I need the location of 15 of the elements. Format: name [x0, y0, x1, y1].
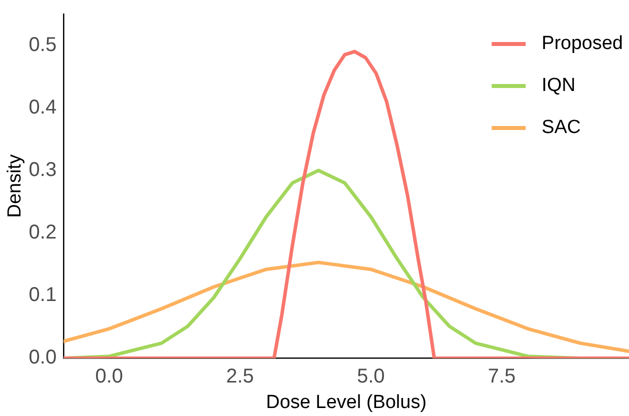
y-tick-label: 0.2 — [28, 222, 57, 244]
x-tick-label: 7.5 — [488, 366, 516, 388]
legend-label: IQN — [542, 75, 576, 96]
legend-label: SAC — [542, 117, 581, 138]
x-axis-title: Dose Level (Bolus) — [266, 392, 427, 413]
y-tick-label: 0.4 — [28, 96, 57, 118]
y-tick-label: 0.5 — [28, 34, 57, 56]
y-tick-label: 0.0 — [28, 346, 57, 369]
x-tick-label: 0.0 — [95, 366, 124, 388]
legend-label: Proposed — [542, 33, 624, 54]
y-tick-label: 0.1 — [28, 284, 57, 306]
y-axis-title: Density — [4, 154, 26, 218]
x-tick-label: 5.0 — [357, 366, 385, 388]
x-tick-label: 2.5 — [226, 366, 254, 388]
y-tick-label: 0.3 — [28, 158, 57, 181]
